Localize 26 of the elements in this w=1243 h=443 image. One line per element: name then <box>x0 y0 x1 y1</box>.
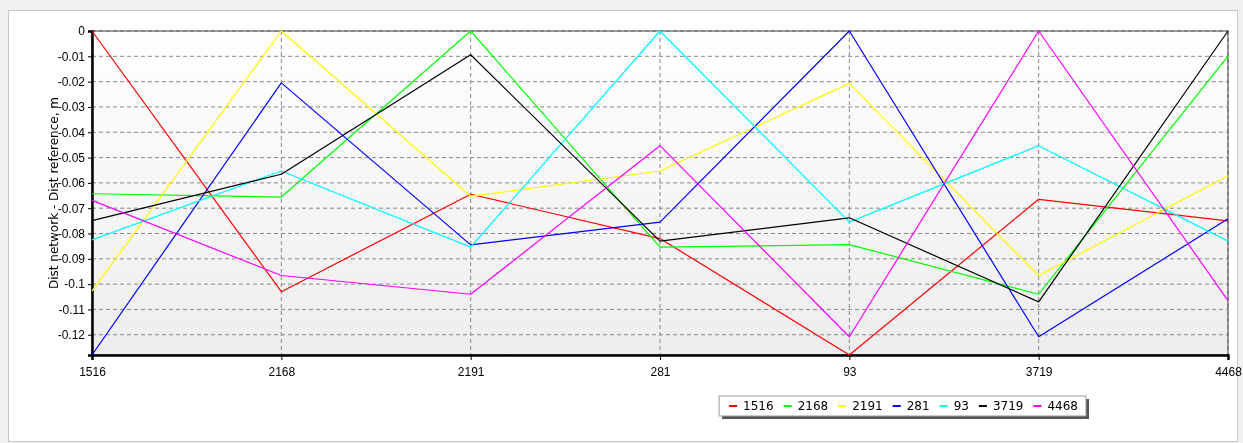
legend-label: 1516 <box>743 399 774 413</box>
y-tick-label: -0.02 <box>57 74 86 89</box>
y-tick-label: -0.04 <box>57 125 86 140</box>
legend-label: 2191 <box>852 399 883 413</box>
x-tick-label: 3719 <box>1025 365 1053 380</box>
y-tick-label: -0.11 <box>58 302 86 317</box>
x-tick-label: 4468 <box>1215 365 1243 380</box>
y-tick-label: -0.08 <box>57 226 86 241</box>
legend-label: 4468 <box>1047 399 1078 413</box>
x-tick-label: 281 <box>650 365 671 380</box>
legend-label: 2168 <box>797 399 829 413</box>
x-tick-label: 93 <box>843 365 857 380</box>
legend-label: 93 <box>953 399 969 413</box>
y-tick-label: -0.12 <box>57 328 86 343</box>
x-tick-label: 2168 <box>268 365 296 380</box>
y-tick-label: 0 <box>78 24 86 39</box>
y-tick-label: -0.1 <box>64 277 86 292</box>
x-tick-label: 2191 <box>457 365 485 380</box>
legend-label: 281 <box>906 399 930 413</box>
y-tick-label: -0.09 <box>57 252 86 267</box>
x-tick-label: 1516 <box>79 365 107 380</box>
y-tick-label: -0.07 <box>57 201 86 216</box>
legend-label: 3719 <box>992 399 1024 413</box>
y-tick-label: -0.05 <box>57 150 86 165</box>
y-tick-label: -0.06 <box>57 176 86 191</box>
y-tick-label: -0.01 <box>57 49 86 64</box>
